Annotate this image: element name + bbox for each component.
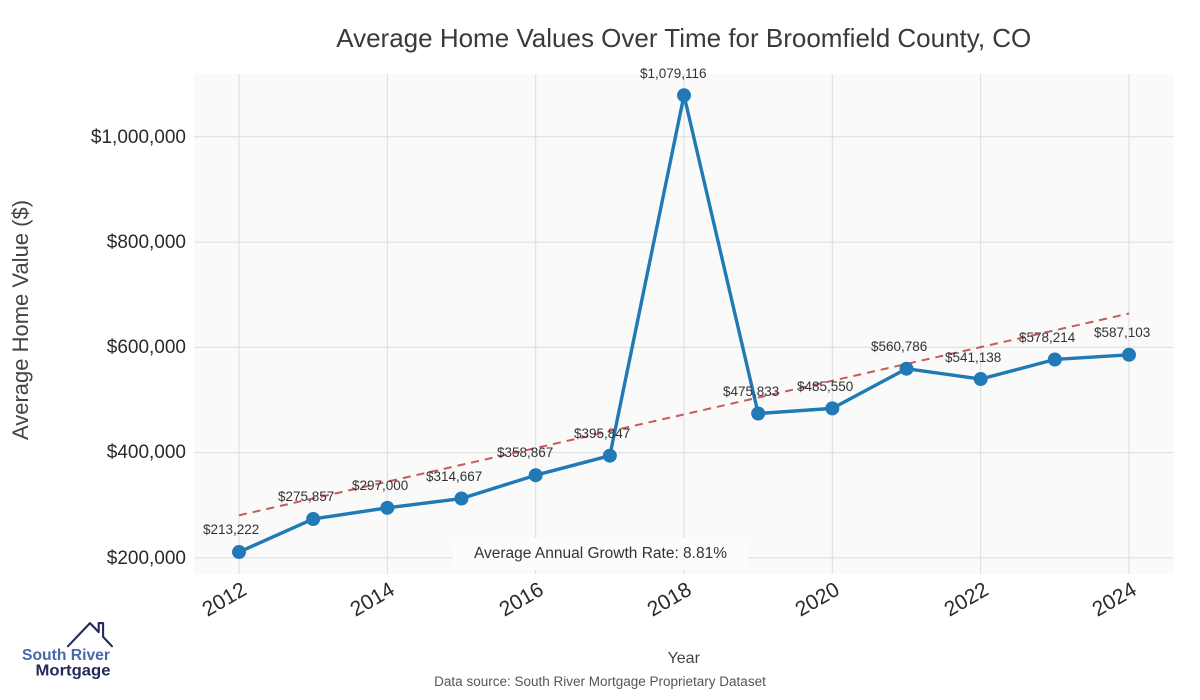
svg-text:Mortgage: Mortgage: [36, 663, 111, 680]
svg-text:South River: South River: [22, 647, 110, 664]
